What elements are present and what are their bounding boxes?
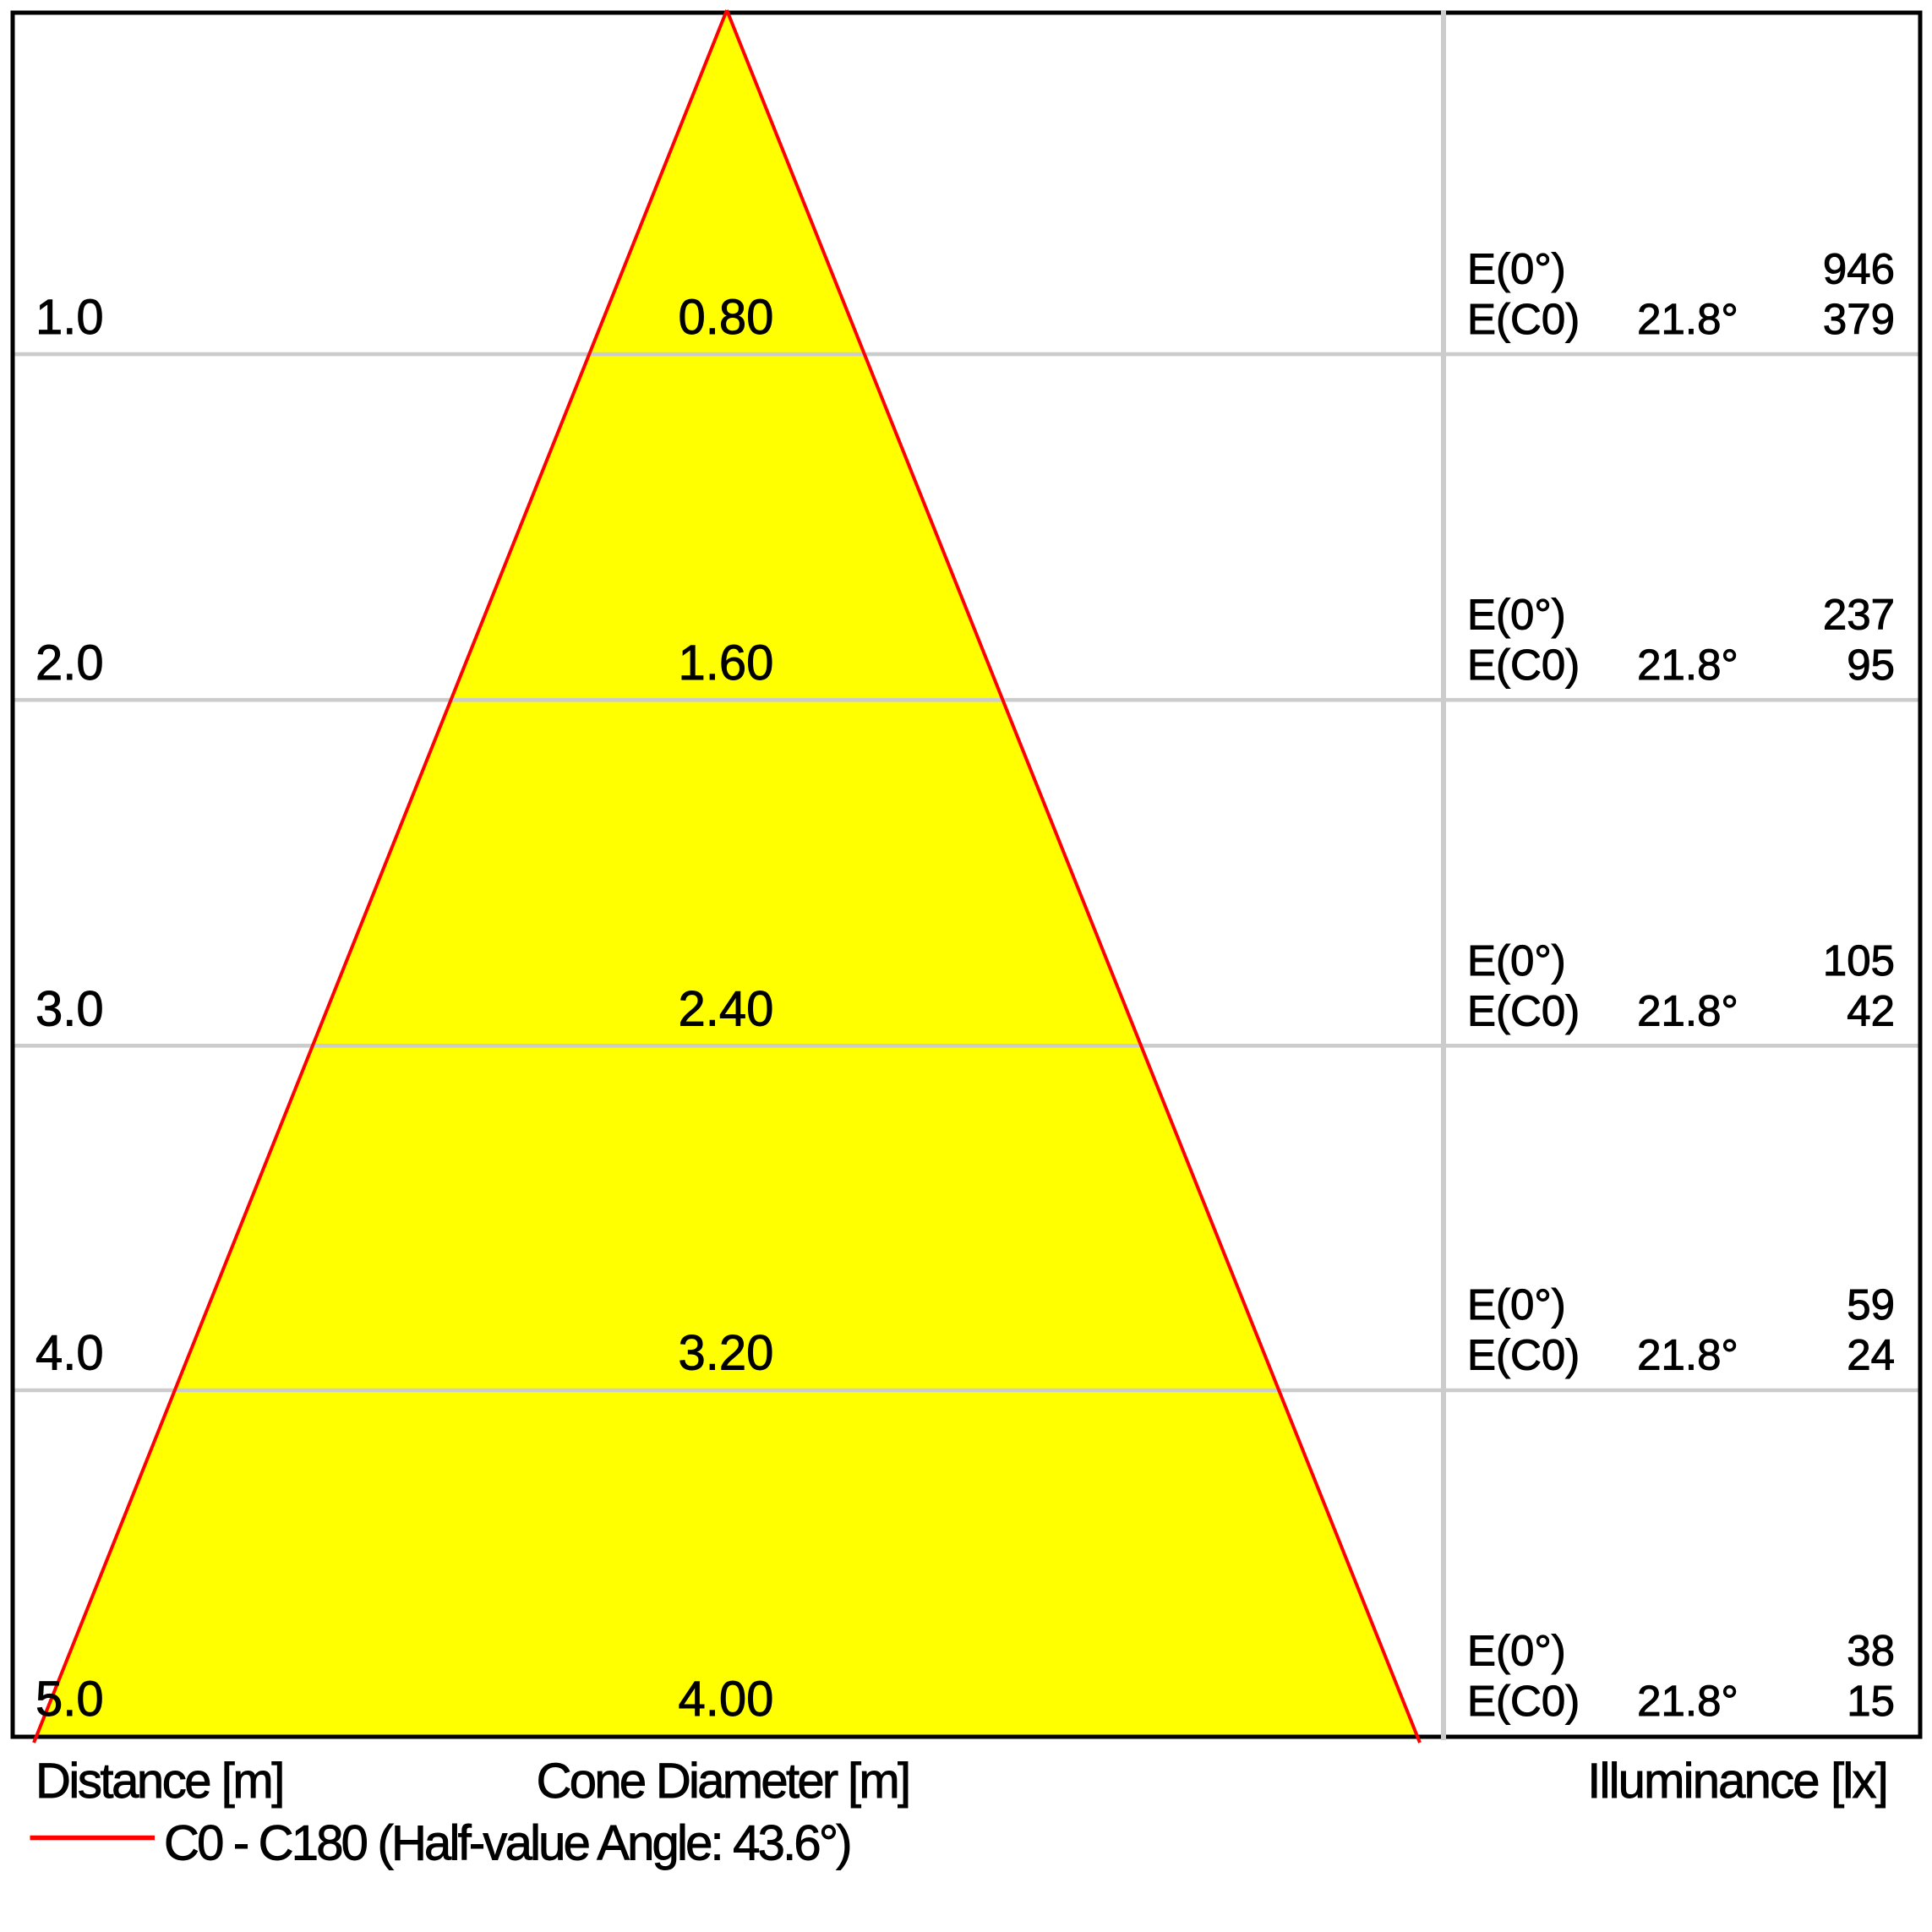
svg-text:E(C0): E(C0) <box>1467 986 1580 1034</box>
svg-text:4.00: 4.00 <box>679 1672 774 1727</box>
svg-text:E(C0): E(C0) <box>1467 641 1580 689</box>
svg-text:4.0: 4.0 <box>35 1326 104 1381</box>
svg-text:5.0: 5.0 <box>35 1672 104 1727</box>
svg-text:1.0: 1.0 <box>35 290 104 345</box>
svg-text:105: 105 <box>1823 936 1895 985</box>
svg-text:E(0°): E(0°) <box>1467 1280 1566 1329</box>
svg-text:21.8°: 21.8° <box>1637 295 1738 343</box>
svg-text:Illuminance [lx]: Illuminance [lx] <box>1587 1754 1887 1809</box>
svg-text:C0 - C180 (Half-value Angle: 4: C0 - C180 (Half-value Angle: 43.6°) <box>164 1816 850 1871</box>
svg-text:1.60: 1.60 <box>679 636 774 690</box>
svg-text:3.0: 3.0 <box>35 981 104 1036</box>
svg-text:E(C0): E(C0) <box>1467 295 1580 343</box>
svg-text:21.8°: 21.8° <box>1637 1677 1738 1725</box>
svg-text:E(C0): E(C0) <box>1467 1677 1580 1725</box>
svg-text:15: 15 <box>1847 1677 1895 1725</box>
svg-text:237: 237 <box>1823 591 1895 639</box>
svg-text:38: 38 <box>1847 1627 1895 1675</box>
svg-text:42: 42 <box>1847 986 1895 1034</box>
svg-text:E(0°): E(0°) <box>1467 245 1566 293</box>
svg-text:Distance [m]: Distance [m] <box>35 1754 283 1809</box>
svg-text:3.20: 3.20 <box>679 1326 774 1381</box>
svg-text:59: 59 <box>1847 1280 1895 1329</box>
svg-text:2.0: 2.0 <box>35 636 104 690</box>
svg-text:E(0°): E(0°) <box>1467 591 1566 639</box>
svg-text:21.8°: 21.8° <box>1637 1331 1738 1379</box>
svg-text:24: 24 <box>1847 1331 1895 1379</box>
svg-text:95: 95 <box>1847 641 1895 689</box>
svg-text:E(0°): E(0°) <box>1467 936 1566 985</box>
svg-text:946: 946 <box>1823 245 1895 293</box>
svg-text:0.80: 0.80 <box>679 290 774 345</box>
svg-text:2.40: 2.40 <box>679 981 774 1036</box>
svg-text:21.8°: 21.8° <box>1637 986 1738 1034</box>
svg-text:E(0°): E(0°) <box>1467 1627 1566 1675</box>
svg-text:379: 379 <box>1823 295 1895 343</box>
svg-text:21.8°: 21.8° <box>1637 641 1738 689</box>
svg-text:E(C0): E(C0) <box>1467 1331 1580 1379</box>
svg-text:Cone Diameter [m]: Cone Diameter [m] <box>537 1754 909 1809</box>
